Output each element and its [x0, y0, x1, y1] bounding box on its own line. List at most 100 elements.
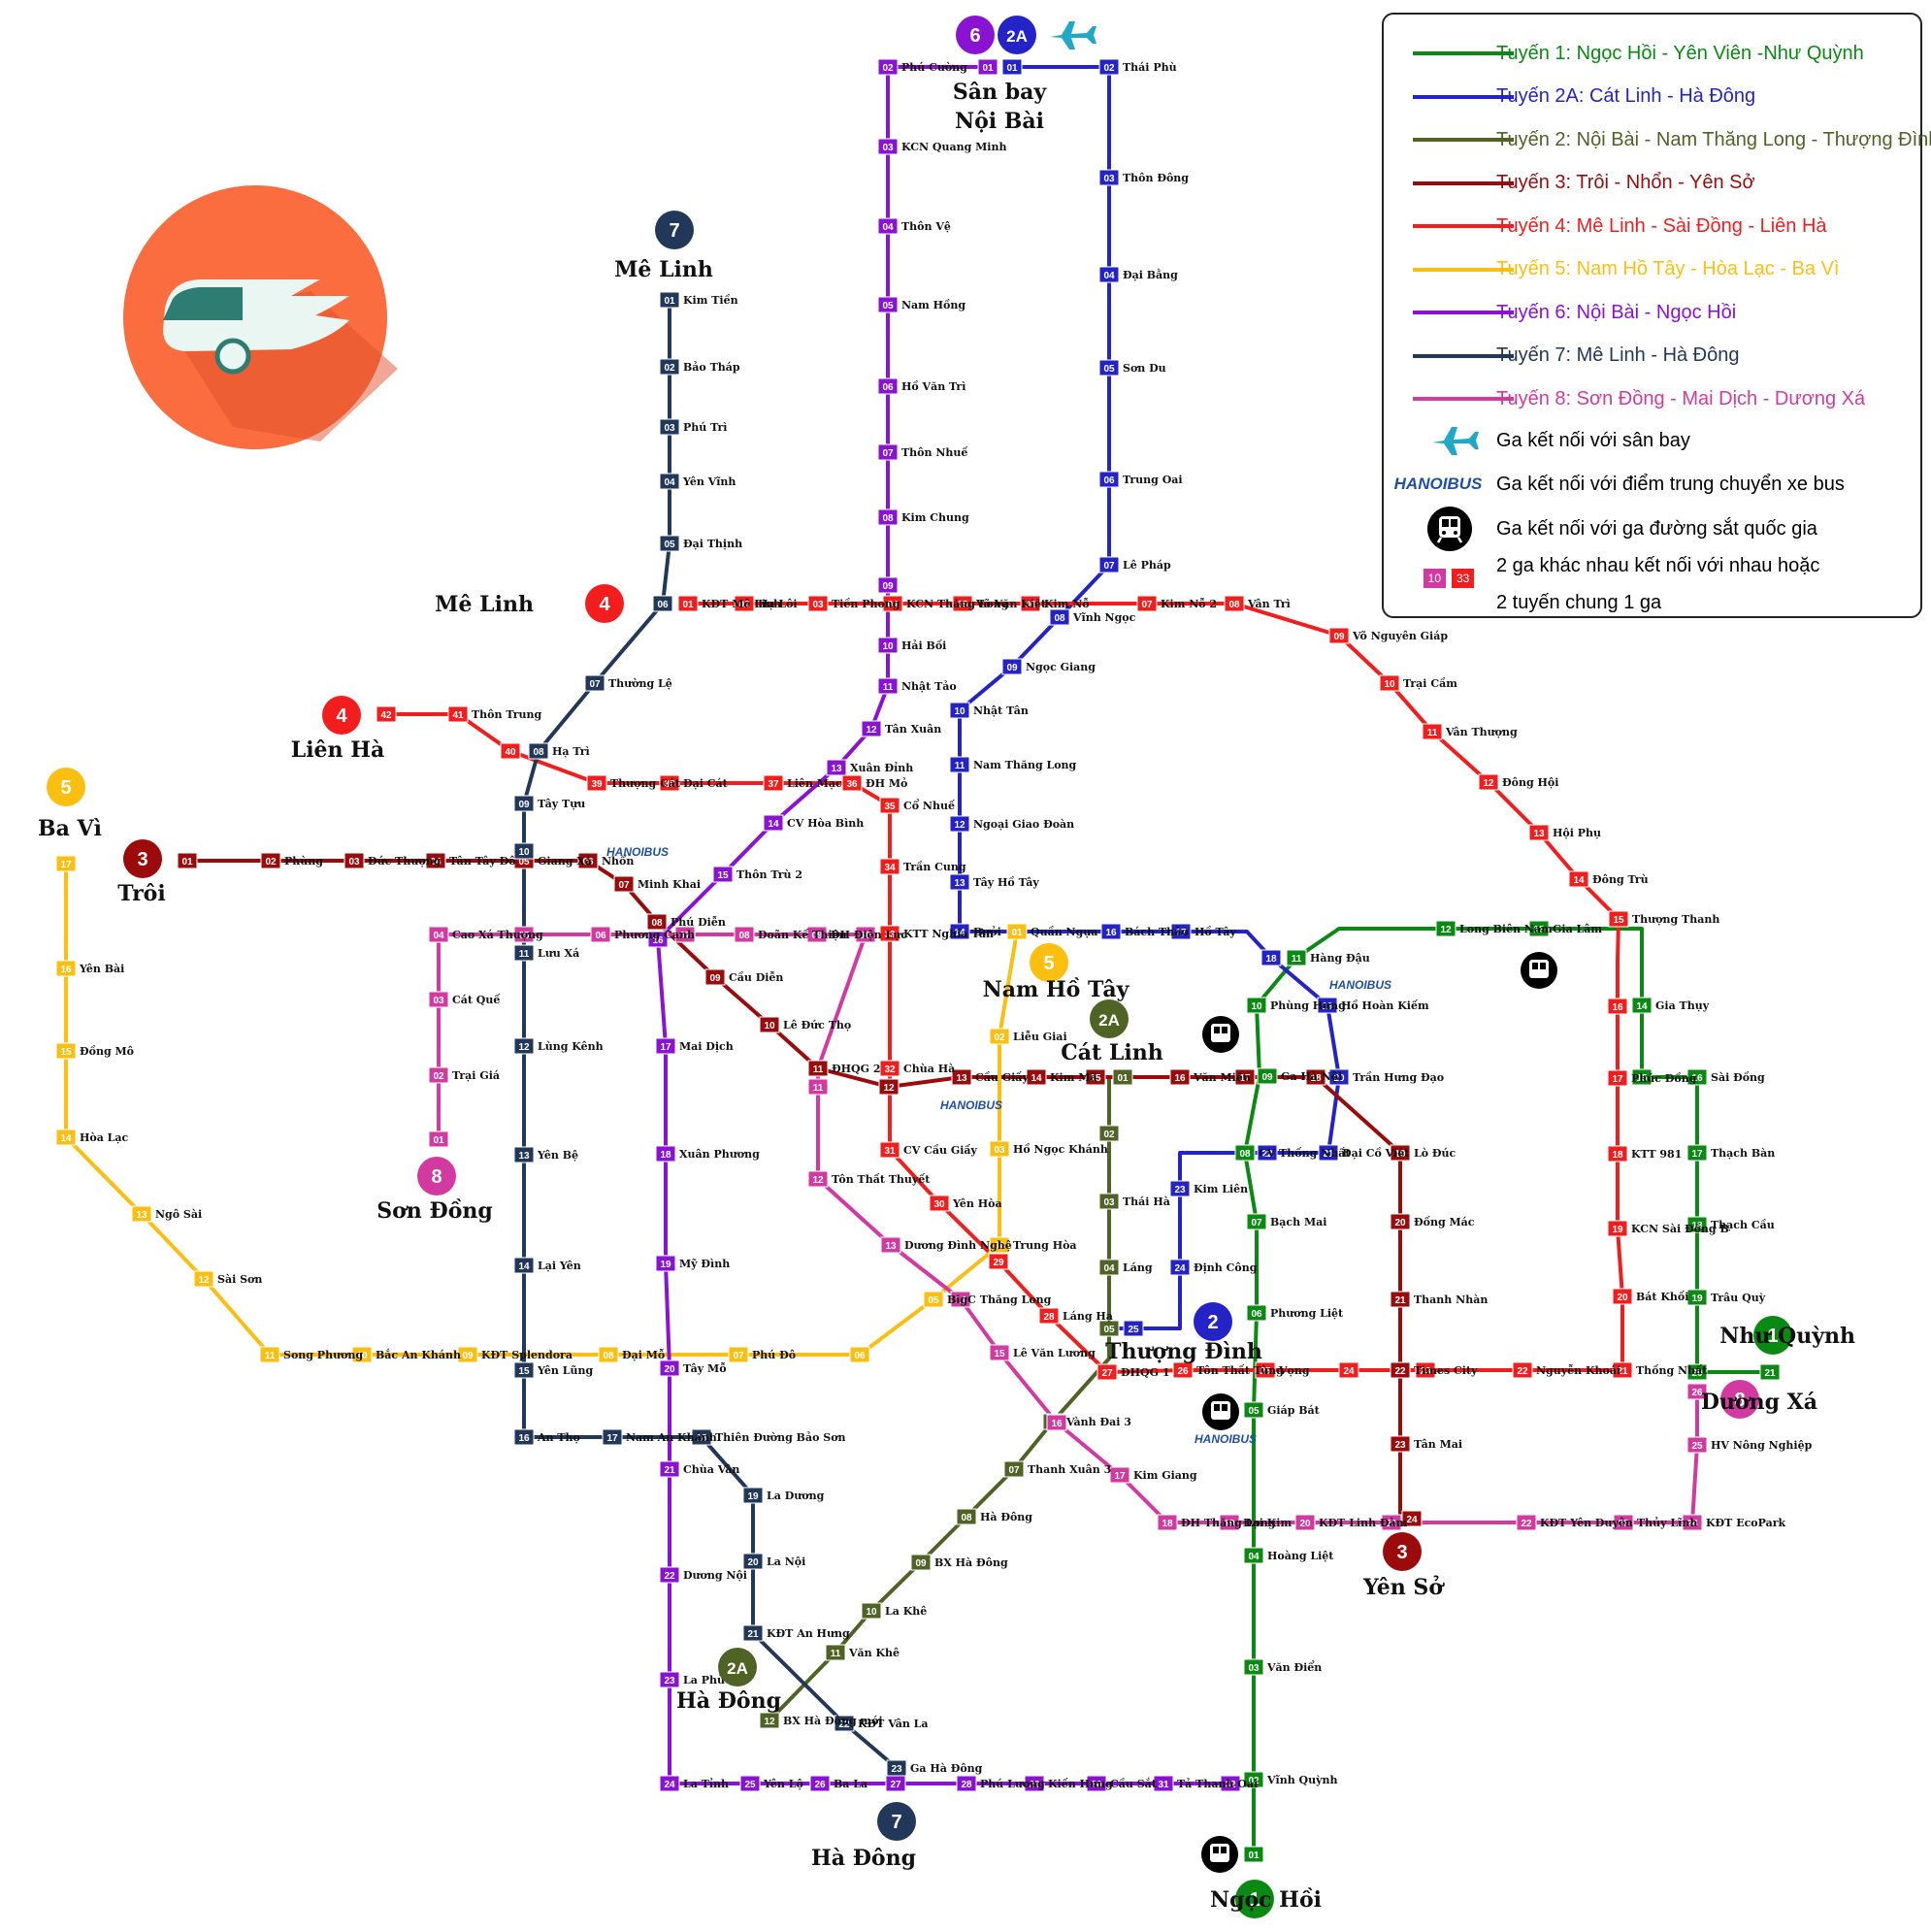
- station-badge[interactable]: [131, 1205, 152, 1223]
- station-badge[interactable]: [513, 944, 535, 962]
- station-badge[interactable]: [425, 852, 446, 869]
- station-badge[interactable]: [1390, 1291, 1411, 1308]
- station-badge[interactable]: [602, 1428, 623, 1446]
- station-badge[interactable]: [1435, 920, 1456, 937]
- station-badge[interactable]: [1219, 1514, 1240, 1531]
- station-badge[interactable]: [879, 1060, 900, 1077]
- station-badge[interactable]: [1170, 923, 1192, 940]
- station-badge[interactable]: [841, 774, 863, 792]
- station-badge[interactable]: [1246, 997, 1267, 1014]
- station-badge[interactable]: [910, 1554, 932, 1571]
- station-badge[interactable]: [807, 595, 829, 612]
- station-badge[interactable]: [849, 1346, 870, 1363]
- station-badge[interactable]: [825, 1644, 846, 1661]
- station-badge[interactable]: [659, 358, 680, 376]
- station-badge[interactable]: [659, 291, 680, 309]
- station-badge[interactable]: [989, 1344, 1010, 1361]
- station-badge[interactable]: [734, 595, 755, 612]
- station-badge[interactable]: [880, 1236, 901, 1254]
- station-badge[interactable]: [1568, 870, 1589, 888]
- station-badge[interactable]: [655, 1145, 676, 1162]
- station-badge[interactable]: [659, 535, 680, 552]
- station-badge[interactable]: [1098, 471, 1120, 488]
- station-badge[interactable]: [613, 875, 635, 893]
- station-badge[interactable]: [989, 1028, 1010, 1045]
- station-badge[interactable]: [500, 742, 521, 760]
- station-badge[interactable]: [1607, 1145, 1628, 1162]
- station-badge[interactable]: [807, 1060, 829, 1077]
- station-badge[interactable]: [1318, 1144, 1339, 1162]
- station-badge[interactable]: [577, 852, 599, 869]
- station-badge[interactable]: [659, 774, 680, 792]
- station-badge[interactable]: [1328, 1068, 1350, 1086]
- station-badge[interactable]: [1123, 1320, 1144, 1337]
- station-badge[interactable]: [1759, 1363, 1781, 1381]
- station-badge[interactable]: [1157, 1514, 1178, 1531]
- station-badge[interactable]: [949, 815, 970, 833]
- station-badge[interactable]: [1255, 1361, 1276, 1379]
- station-badge[interactable]: [1224, 595, 1245, 612]
- station-badge[interactable]: [513, 1428, 535, 1446]
- station-badge[interactable]: [177, 852, 198, 869]
- station-badge[interactable]: [861, 1602, 882, 1620]
- station-badge[interactable]: [879, 925, 900, 942]
- station-badge[interactable]: [807, 1078, 829, 1096]
- station-badge[interactable]: [1613, 1514, 1634, 1531]
- station-badge[interactable]: [1098, 359, 1120, 377]
- station-badge[interactable]: [877, 443, 899, 461]
- station-badge[interactable]: [513, 1257, 535, 1274]
- station-badge[interactable]: [877, 637, 899, 654]
- station-badge[interactable]: [655, 1255, 676, 1272]
- station-badge[interactable]: [739, 1775, 761, 1792]
- station-badge[interactable]: [428, 1066, 449, 1084]
- station-badge[interactable]: [1631, 1068, 1653, 1086]
- station-badge[interactable]: [704, 968, 726, 986]
- station-badge[interactable]: [376, 705, 397, 723]
- station-badge[interactable]: [977, 58, 998, 76]
- station-badge[interactable]: [659, 1671, 680, 1688]
- station-badge[interactable]: [826, 759, 847, 776]
- station-badge[interactable]: [956, 1775, 977, 1792]
- station-badge[interactable]: [1686, 1144, 1708, 1162]
- station-badge[interactable]: [1686, 1068, 1708, 1086]
- station-badge[interactable]: [1098, 556, 1120, 573]
- station-badge[interactable]: [1001, 58, 1023, 76]
- station-badge[interactable]: [1085, 1068, 1106, 1086]
- station-badge[interactable]: [886, 1759, 907, 1777]
- station-badge[interactable]: [877, 217, 899, 235]
- station-badge[interactable]: [513, 1361, 535, 1379]
- station-badge[interactable]: [659, 1359, 680, 1377]
- station-badge[interactable]: [1243, 1846, 1264, 1863]
- station-badge[interactable]: [742, 1624, 764, 1642]
- station-badge[interactable]: [513, 795, 535, 812]
- station-badge[interactable]: [988, 1253, 1009, 1270]
- station-badge[interactable]: [1401, 1510, 1423, 1527]
- station-badge[interactable]: [1243, 1547, 1264, 1564]
- station-badge[interactable]: [677, 595, 699, 612]
- station-badge[interactable]: [861, 720, 882, 737]
- station-badge[interactable]: [351, 1346, 373, 1363]
- station-badge[interactable]: [1612, 1361, 1633, 1379]
- station-badge[interactable]: [1422, 723, 1443, 740]
- station-badge[interactable]: [1328, 627, 1350, 644]
- station-badge[interactable]: [655, 1037, 676, 1055]
- station-badge[interactable]: [855, 926, 876, 943]
- station-badge[interactable]: [949, 756, 970, 773]
- station-badge[interactable]: [513, 842, 535, 860]
- station-badge[interactable]: [55, 960, 77, 977]
- station-badge[interactable]: [879, 858, 900, 875]
- station-badge[interactable]: [1098, 1193, 1120, 1210]
- station-badge[interactable]: [949, 702, 970, 719]
- station-badge[interactable]: [344, 852, 365, 869]
- station-badge[interactable]: [1381, 1514, 1402, 1531]
- station-badge[interactable]: [428, 926, 449, 943]
- station-badge[interactable]: [1098, 58, 1120, 76]
- station-badge[interactable]: [877, 138, 899, 155]
- station-badge[interactable]: [513, 1146, 535, 1163]
- station-badge[interactable]: [1243, 1771, 1264, 1788]
- station-badge[interactable]: [55, 1042, 77, 1060]
- station-badge[interactable]: [952, 595, 973, 612]
- station-badge[interactable]: [877, 508, 899, 526]
- station-badge[interactable]: [1243, 1658, 1264, 1676]
- station-badge[interactable]: [1098, 266, 1120, 283]
